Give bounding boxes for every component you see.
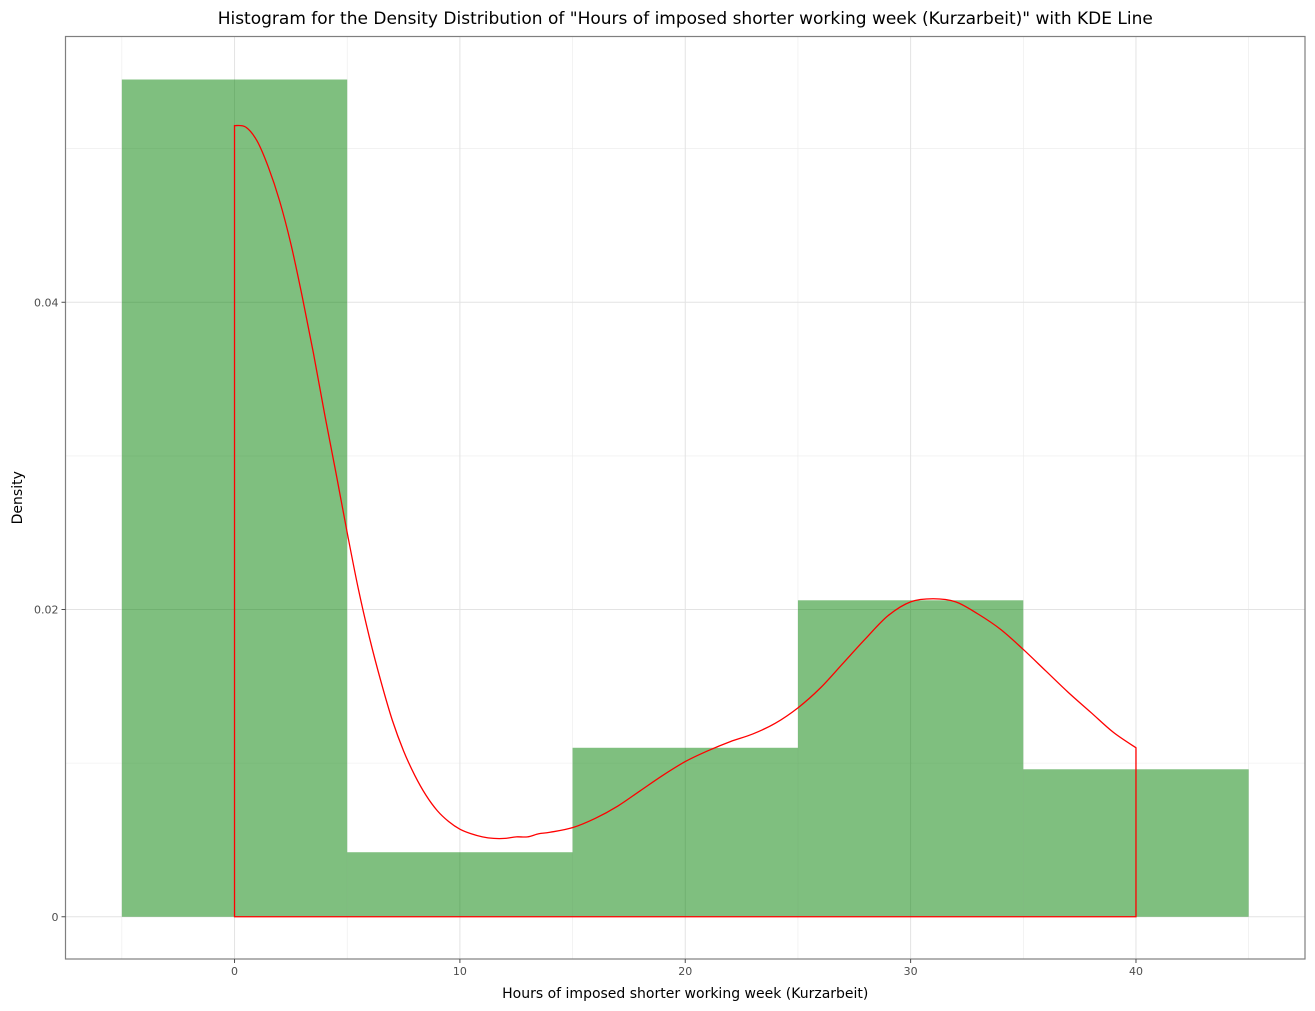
x-tick-label: 0 [231,965,238,978]
histogram-bar-2 [347,852,573,917]
x-axis-ticks: 0 10 20 30 40 [231,959,1143,978]
y-axis-label: Density [10,471,26,524]
x-axis-label: Hours of imposed shorter working week (K… [502,986,868,1002]
x-tick-label: 20 [678,965,692,978]
y-tick-label: 0.04 [34,296,59,309]
histogram-bar-3 [572,747,798,917]
x-tick-label: 30 [904,965,918,978]
y-tick-label: 0.02 [34,604,59,617]
y-axis-ticks: 0 0.02 0.04 [34,296,66,924]
kde-line-group [233,124,1137,918]
kde-line [233,124,1137,918]
x-tick-label: 10 [453,965,467,978]
chart-title: Histogram for the Density Distribution o… [218,9,1153,29]
x-tick-label: 40 [1129,965,1143,978]
histogram-bar-4 [797,600,1024,917]
y-tick-label: 0 [52,911,59,924]
